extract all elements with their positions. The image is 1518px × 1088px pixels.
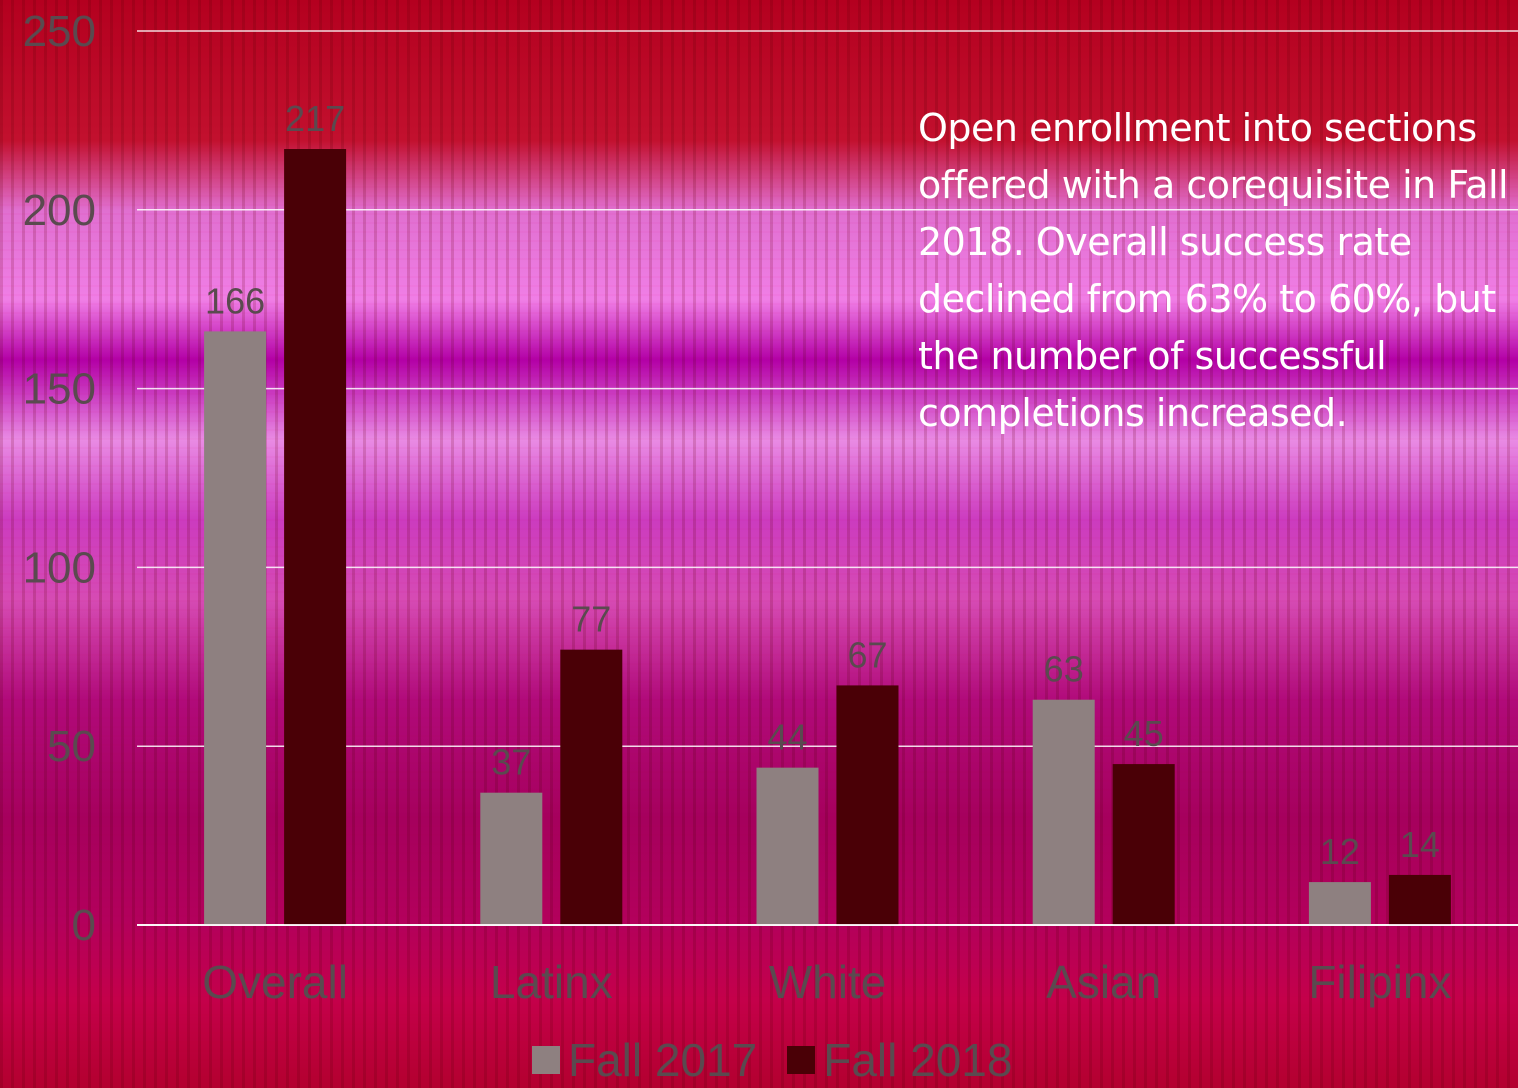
- data-label: 12: [1320, 831, 1360, 872]
- x-tick-label: Asian: [1046, 956, 1161, 1008]
- data-label: 14: [1400, 824, 1440, 865]
- bar-fall-2017-filipinx: [1308, 882, 1371, 925]
- bar-fall-2018-white: [836, 685, 899, 925]
- bar-fall-2017-white: [756, 767, 819, 925]
- y-tick-label: 100: [23, 543, 96, 592]
- x-tick-label: Overall: [202, 956, 348, 1008]
- bar-fall-2018-overall: [284, 149, 347, 925]
- chart-legend: Fall 2017 Fall 2018: [532, 1032, 1012, 1088]
- legend-item-fall-2017: Fall 2017: [532, 1033, 757, 1087]
- bar-fall-2018-filipinx: [1388, 874, 1451, 925]
- data-label: 45: [1124, 713, 1164, 754]
- x-tick-label: White: [769, 956, 887, 1008]
- data-label: 77: [571, 599, 611, 640]
- bar-fall-2017-latinx: [480, 792, 543, 925]
- x-tick-label: Latinx: [490, 956, 613, 1008]
- legend-swatch-fall-2018: [787, 1046, 816, 1074]
- bar-fall-2018-asian: [1112, 764, 1175, 925]
- x-tick-label: Filipinx: [1308, 956, 1451, 1008]
- legend-item-fall-2018: Fall 2018: [787, 1033, 1012, 1087]
- y-tick-label: 50: [47, 722, 96, 771]
- bar-fall-2017-overall: [204, 331, 267, 925]
- data-label: 63: [1044, 649, 1084, 690]
- y-tick-label: 200: [23, 186, 96, 235]
- y-tick-label: 0: [72, 901, 96, 950]
- legend-swatch-fall-2017: [532, 1046, 560, 1074]
- data-label: 37: [491, 742, 531, 783]
- bar-fall-2018-latinx: [560, 649, 623, 925]
- bar-fall-2017-asian: [1032, 699, 1095, 925]
- legend-label-fall-2017: Fall 2017: [568, 1034, 758, 1086]
- data-label: 217: [285, 98, 345, 139]
- data-label: 166: [205, 280, 265, 321]
- data-label: 44: [767, 717, 807, 758]
- y-tick-label: 150: [23, 365, 96, 414]
- data-label: 67: [847, 634, 887, 675]
- y-tick-label: 250: [23, 7, 96, 56]
- chart-annotation: Open enrollment into sections offered wi…: [918, 106, 1509, 435]
- legend-label-fall-2018: Fall 2018: [823, 1034, 1013, 1086]
